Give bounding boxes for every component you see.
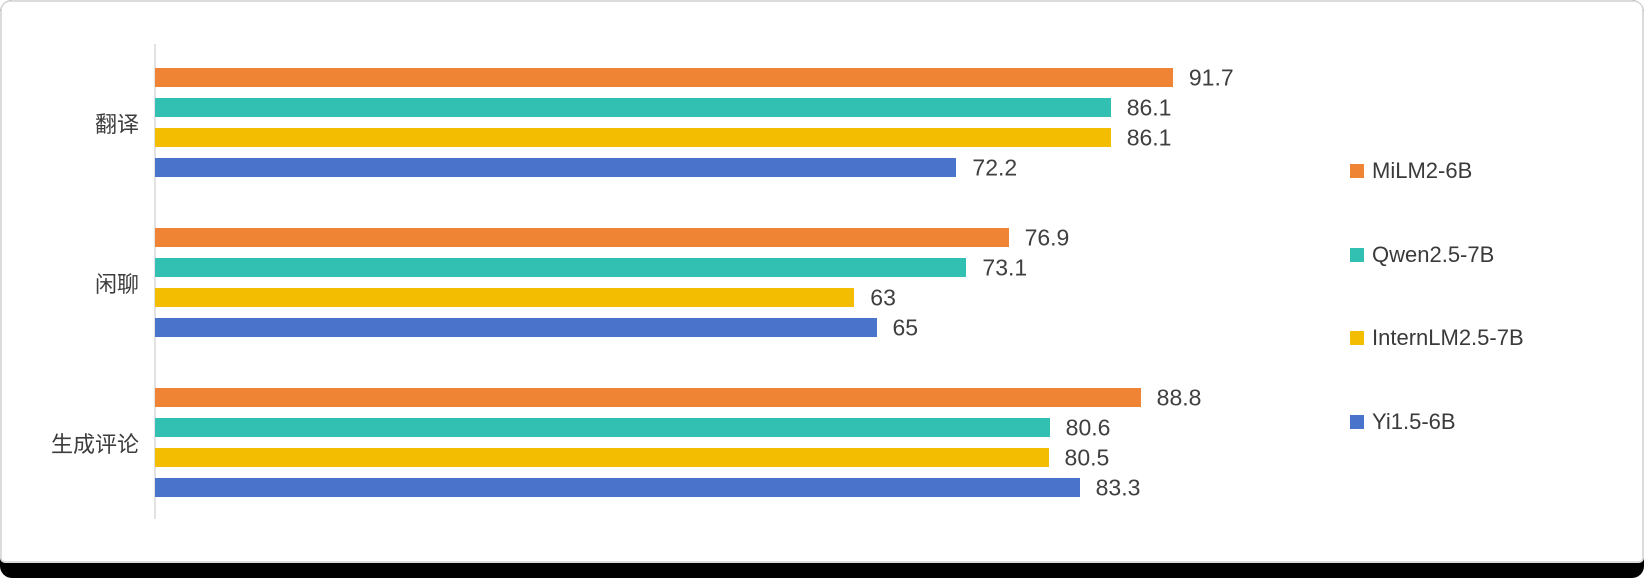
bar-value-label: 83.3	[1095, 474, 1141, 500]
category-label-1: 闲聊	[94, 271, 139, 297]
bar-翻译-Qwen2.5-7B	[155, 98, 1111, 117]
legend-label: Qwen2.5-7B	[1372, 242, 1495, 267]
bar-闲聊-InternLM2.5-7B	[155, 288, 855, 307]
legend-swatch-icon	[1350, 331, 1364, 345]
bar-生成评论-Yi1.5-6B	[155, 478, 1080, 497]
legend-label: Yi1.5-6B	[1372, 409, 1456, 434]
bar-生成评论-Qwen2.5-7B	[155, 418, 1050, 437]
y-axis-line	[154, 44, 156, 519]
category-label-2: 生成评论	[50, 431, 139, 457]
legend-item-InternLM2.5-7B[interactable]: InternLM2.5-7B	[1350, 325, 1524, 351]
chart-card: 翻译 91.7 86.1 86.1 72.2 闲聊 76.9 73.1 63 65 生成评论 88.8…	[0, 0, 1644, 563]
bar-value-label: 80.5	[1064, 444, 1110, 470]
bar-value-label: 73.1	[982, 254, 1028, 280]
bar-value-label: 63	[870, 284, 896, 310]
bar-翻译-InternLM2.5-7B	[155, 128, 1111, 147]
bar-value-label: 72.2	[972, 154, 1018, 180]
bar-闲聊-Yi1.5-6B	[155, 318, 877, 337]
bar-翻译-Yi1.5-6B	[155, 158, 957, 177]
legend-swatch-icon	[1350, 164, 1364, 178]
legend-item-Qwen2.5-7B[interactable]: Qwen2.5-7B	[1350, 242, 1494, 268]
legend-item-MiLM2-6B[interactable]: MiLM2-6B	[1350, 158, 1472, 184]
bar-value-label: 86.1	[1126, 94, 1172, 120]
legend-swatch-icon	[1350, 248, 1364, 262]
legend-label: MiLM2-6B	[1372, 158, 1473, 183]
legend-item-Yi1.5-6B[interactable]: Yi1.5-6B	[1350, 409, 1456, 435]
bar-value-label: 86.1	[1126, 124, 1172, 150]
category-label-0: 翻译	[94, 111, 139, 137]
legend-swatch-icon	[1350, 415, 1364, 429]
bar-value-label: 91.7	[1188, 64, 1234, 90]
bar-value-label: 80.6	[1065, 414, 1111, 440]
bar-闲聊-Qwen2.5-7B	[155, 258, 967, 277]
bar-value-label: 88.8	[1156, 384, 1202, 410]
bar-生成评论-MiLM2-6B	[155, 388, 1141, 407]
bar-翻译-MiLM2-6B	[155, 68, 1173, 87]
bar-value-label: 76.9	[1024, 224, 1070, 250]
bar-生成评论-InternLM2.5-7B	[155, 448, 1049, 467]
legend-label: InternLM2.5-7B	[1372, 325, 1524, 350]
bar-value-label: 65	[892, 314, 919, 340]
bar-闲聊-MiLM2-6B	[155, 228, 1009, 247]
